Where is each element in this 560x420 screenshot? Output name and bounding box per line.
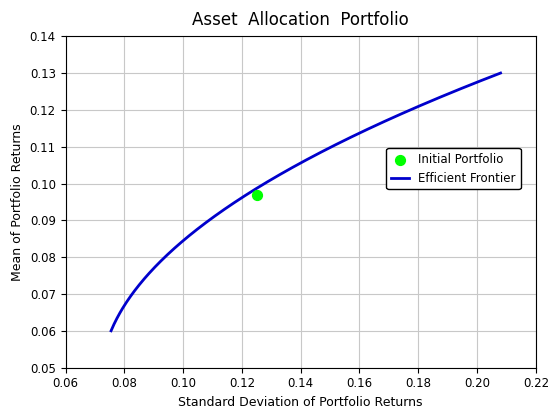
Title: Asset  Allocation  Portfolio: Asset Allocation Portfolio [192, 11, 409, 29]
Initial Portfolio [252, 191, 261, 198]
Y-axis label: Mean of Portfolio Returns: Mean of Portfolio Returns [11, 123, 24, 281]
Legend: Initial Portfolio, Efficient Frontier: Initial Portfolio, Efficient Frontier [386, 148, 520, 189]
Efficient Frontier [389, 116, 395, 121]
Efficient Frontier [391, 115, 398, 120]
Line: Efficient Frontier: Efficient Frontier [111, 73, 501, 331]
Efficient Frontier [353, 132, 360, 137]
Efficient Frontier [497, 71, 504, 76]
Efficient Frontier [155, 262, 161, 267]
X-axis label: Standard Deviation of Portfolio Returns: Standard Deviation of Portfolio Returns [179, 396, 423, 409]
Efficient Frontier [108, 328, 114, 333]
Efficient Frontier [262, 181, 269, 186]
Efficient Frontier [235, 198, 241, 203]
